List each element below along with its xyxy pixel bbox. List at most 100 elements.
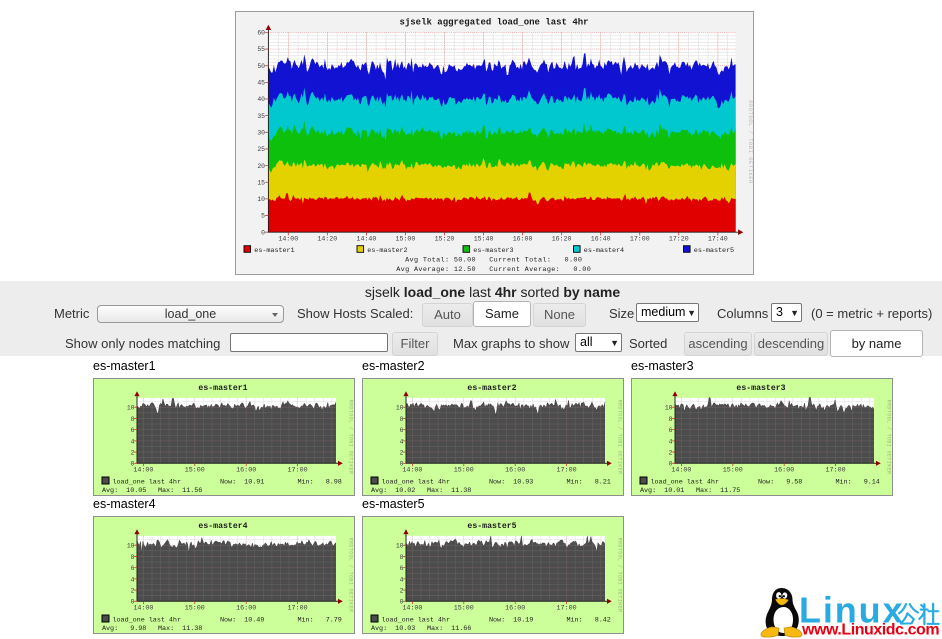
svg-text:RRDTOOL / TOBI OETIKER: RRDTOOL / TOBI OETIKER — [348, 399, 354, 474]
svg-text:15:00: 15:00 — [396, 236, 416, 243]
svg-text:15: 15 — [257, 179, 265, 186]
svg-text:load_one last 4hr: load_one last 4hr — [113, 478, 182, 486]
svg-text:10: 10 — [127, 542, 135, 549]
svg-text:50: 50 — [257, 63, 265, 70]
svg-text:15:40: 15:40 — [474, 236, 494, 243]
svg-text:8: 8 — [131, 553, 135, 560]
svg-text:2: 2 — [400, 449, 404, 456]
svg-text:5: 5 — [261, 213, 265, 220]
svg-text:Avg Total: 50.00 Current Tot: Avg Total: 50.00 Current Total: 0.00 — [405, 256, 582, 264]
svg-text:10: 10 — [396, 542, 404, 549]
svg-text:17:00: 17:00 — [557, 604, 577, 612]
svg-text:2: 2 — [669, 449, 673, 456]
svg-text:Now: 10.19: Now: 10.19 — [489, 616, 533, 624]
svg-text:10: 10 — [257, 196, 265, 203]
svg-text:14:00: 14:00 — [402, 466, 422, 474]
svg-text:14:00: 14:00 — [402, 604, 422, 612]
svg-text:es-master4: es-master4 — [198, 522, 247, 531]
svg-text:16:00: 16:00 — [236, 604, 256, 612]
svg-text:load_one last 4hr: load_one last 4hr — [113, 616, 182, 624]
svg-text:es-master3: es-master3 — [473, 247, 513, 255]
svg-text:16:00: 16:00 — [505, 604, 525, 612]
svg-text:es-master5: es-master5 — [694, 247, 734, 255]
svg-text:6: 6 — [400, 427, 404, 434]
svg-text:10: 10 — [665, 404, 673, 411]
svg-text:6: 6 — [131, 427, 135, 434]
svg-text:45: 45 — [257, 80, 265, 87]
svg-text:Avg: 9.98: Avg: 9.98 — [102, 625, 146, 633]
svg-text:Now: 9.58: Now: 9.58 — [758, 478, 802, 486]
svg-text:es-master1: es-master1 — [198, 384, 247, 393]
svg-text:Min: 8.42: Min: 8.42 — [567, 616, 611, 624]
svg-text:20: 20 — [257, 163, 265, 170]
svg-text:Avg: 10.01: Avg: 10.01 — [640, 487, 684, 495]
svg-text:25: 25 — [257, 146, 265, 153]
svg-text:17:00: 17:00 — [826, 466, 846, 474]
svg-text:16:00: 16:00 — [513, 236, 533, 243]
svg-text:4: 4 — [669, 438, 673, 445]
svg-text:0: 0 — [131, 460, 135, 467]
svg-text:Max: 11.66: Max: 11.66 — [427, 625, 471, 633]
svg-text:Max: 11.75: Max: 11.75 — [696, 487, 740, 495]
svg-text:17:20: 17:20 — [669, 236, 689, 243]
svg-text:14:20: 14:20 — [317, 236, 337, 243]
svg-text:2: 2 — [131, 587, 135, 594]
svg-text:14:00: 14:00 — [133, 604, 153, 612]
svg-text:es-master2: es-master2 — [467, 384, 516, 393]
svg-text:14:00: 14:00 — [278, 236, 298, 243]
svg-text:es-master2: es-master2 — [367, 247, 407, 255]
svg-text:10: 10 — [396, 404, 404, 411]
svg-text:Now: 10.49: Now: 10.49 — [220, 616, 264, 624]
svg-text:4: 4 — [400, 438, 404, 445]
svg-text:sjselk aggregated load_one las: sjselk aggregated load_one last 4hr — [399, 18, 588, 28]
svg-text:Avg: 10.03: Avg: 10.03 — [371, 625, 415, 633]
svg-text:es-master4: es-master4 — [584, 247, 624, 255]
svg-text:8: 8 — [131, 415, 135, 422]
svg-text:14:00: 14:00 — [671, 466, 691, 474]
svg-text:2: 2 — [400, 587, 404, 594]
svg-text:40: 40 — [257, 96, 265, 103]
svg-text:Now: 10.91: Now: 10.91 — [220, 478, 264, 486]
svg-text:Now: 10.93: Now: 10.93 — [489, 478, 533, 486]
svg-text:6: 6 — [400, 565, 404, 572]
svg-text:0: 0 — [400, 598, 404, 605]
svg-text:RRDTOOL / TOBI OETIKER: RRDTOOL / TOBI OETIKER — [348, 537, 354, 612]
svg-text:4: 4 — [400, 576, 404, 583]
svg-text:Avg: 10.02: Avg: 10.02 — [371, 487, 415, 495]
svg-text:Min: 9.14: Min: 9.14 — [836, 478, 880, 486]
svg-text:16:40: 16:40 — [591, 236, 611, 243]
svg-text:0: 0 — [261, 229, 265, 236]
svg-text:55: 55 — [257, 46, 265, 53]
svg-text:2: 2 — [131, 449, 135, 456]
svg-text:Min: 8.98: Min: 8.98 — [298, 478, 342, 486]
svg-text:0: 0 — [131, 598, 135, 605]
svg-text:17:40: 17:40 — [708, 236, 728, 243]
svg-text:15:00: 15:00 — [185, 604, 205, 612]
svg-text:15:00: 15:00 — [454, 466, 474, 474]
svg-text:6: 6 — [669, 427, 673, 434]
svg-text:15:00: 15:00 — [454, 604, 474, 612]
svg-text:load_one last 4hr: load_one last 4hr — [382, 478, 451, 486]
svg-text:4: 4 — [131, 438, 135, 445]
svg-text:load_one last 4hr: load_one last 4hr — [651, 478, 720, 486]
svg-text:6: 6 — [131, 565, 135, 572]
svg-text:RRDTOOL / TOBI OETIKER: RRDTOOL / TOBI OETIKER — [617, 399, 623, 474]
svg-text:Avg: 10.05: Avg: 10.05 — [102, 487, 146, 495]
svg-text:4: 4 — [131, 576, 135, 583]
svg-text:load_one last 4hr: load_one last 4hr — [382, 616, 451, 624]
svg-text:17:00: 17:00 — [288, 604, 308, 612]
svg-text:RRDTOOL / TOBI OETIKER: RRDTOOL / TOBI OETIKER — [886, 399, 892, 474]
svg-text:es-master1: es-master1 — [254, 247, 294, 255]
svg-text:14:00: 14:00 — [133, 466, 153, 474]
svg-text:60: 60 — [257, 30, 265, 37]
svg-text:Max: 11.38: Max: 11.38 — [427, 487, 471, 495]
svg-text:8: 8 — [400, 553, 404, 560]
svg-text:Max: 11.56: Max: 11.56 — [158, 487, 202, 495]
svg-text:17:00: 17:00 — [630, 236, 650, 243]
svg-text:Max: 11.38: Max: 11.38 — [158, 625, 202, 633]
svg-text:es-master5: es-master5 — [467, 522, 516, 531]
svg-text:www.Linuxidc.com: www.Linuxidc.com — [801, 622, 939, 639]
svg-text:10: 10 — [127, 404, 135, 411]
svg-text:Min: 8.21: Min: 8.21 — [567, 478, 611, 486]
svg-text:17:00: 17:00 — [288, 466, 308, 474]
